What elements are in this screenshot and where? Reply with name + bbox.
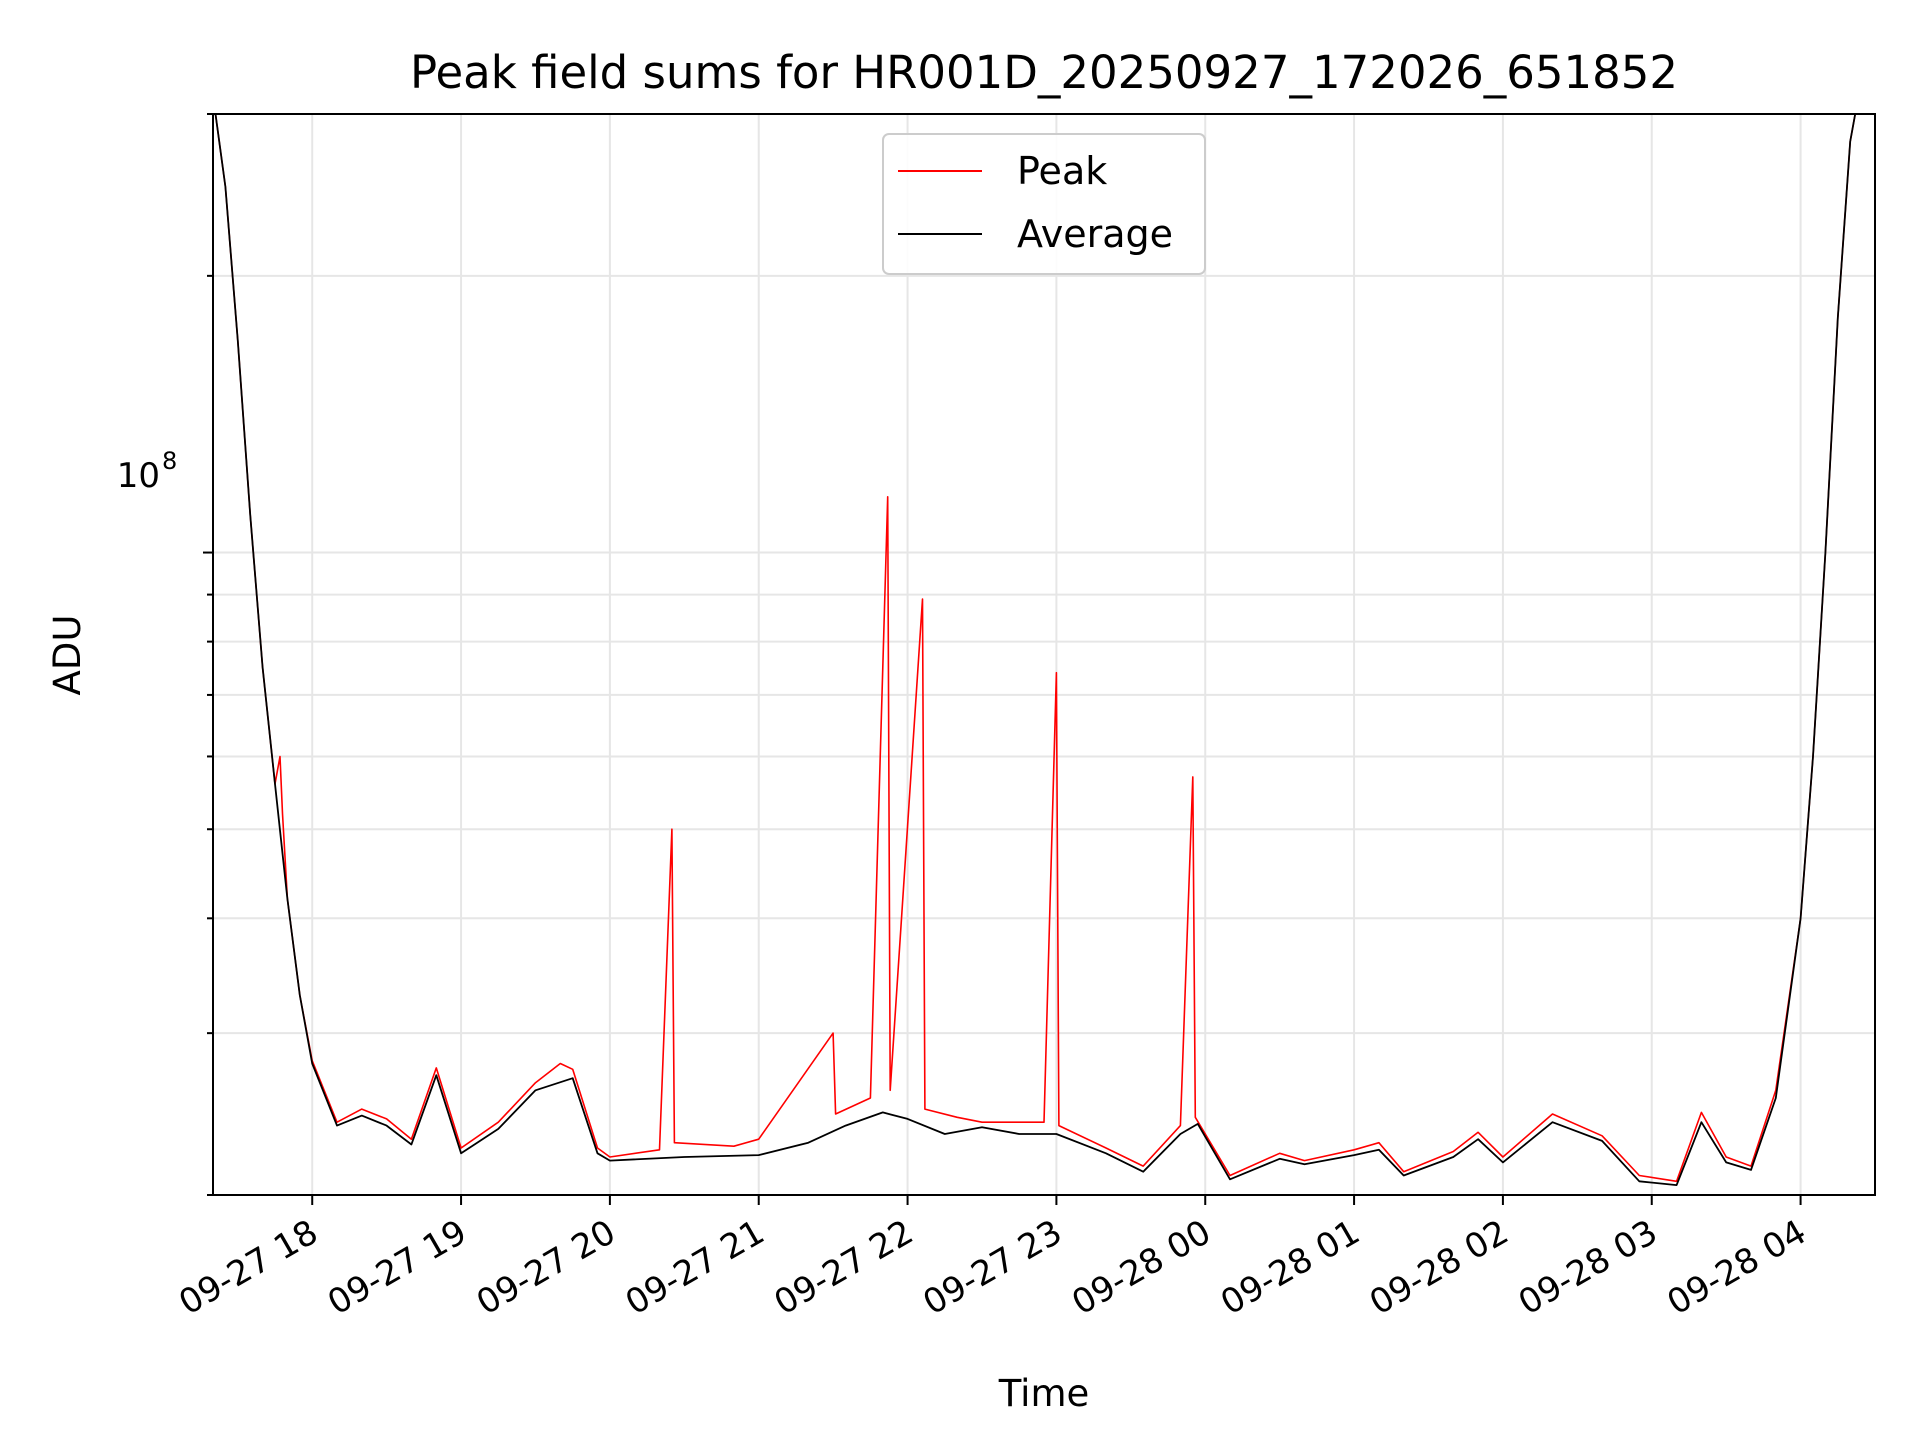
x-axis-label: Time bbox=[998, 1372, 1090, 1415]
y-major-tick-label: 10 8 bbox=[117, 447, 178, 496]
y-axis-label: ADU bbox=[46, 615, 89, 696]
legend: Peak Average bbox=[882, 133, 1206, 275]
y-tick-exponent: 8 bbox=[162, 447, 177, 475]
legend-box bbox=[882, 133, 1206, 275]
legend-label-peak: Peak bbox=[1017, 149, 1107, 193]
plot-frame bbox=[212, 113, 1876, 1196]
chart-title: Peak field sums for HR001D_20250927_1720… bbox=[410, 46, 1678, 99]
series-line-average bbox=[214, 113, 1857, 1186]
series-line-peak bbox=[214, 113, 1856, 1183]
legend-label-average: Average bbox=[1017, 212, 1173, 256]
series-group bbox=[214, 113, 1857, 1186]
y-tick-base: 10 bbox=[117, 456, 160, 496]
